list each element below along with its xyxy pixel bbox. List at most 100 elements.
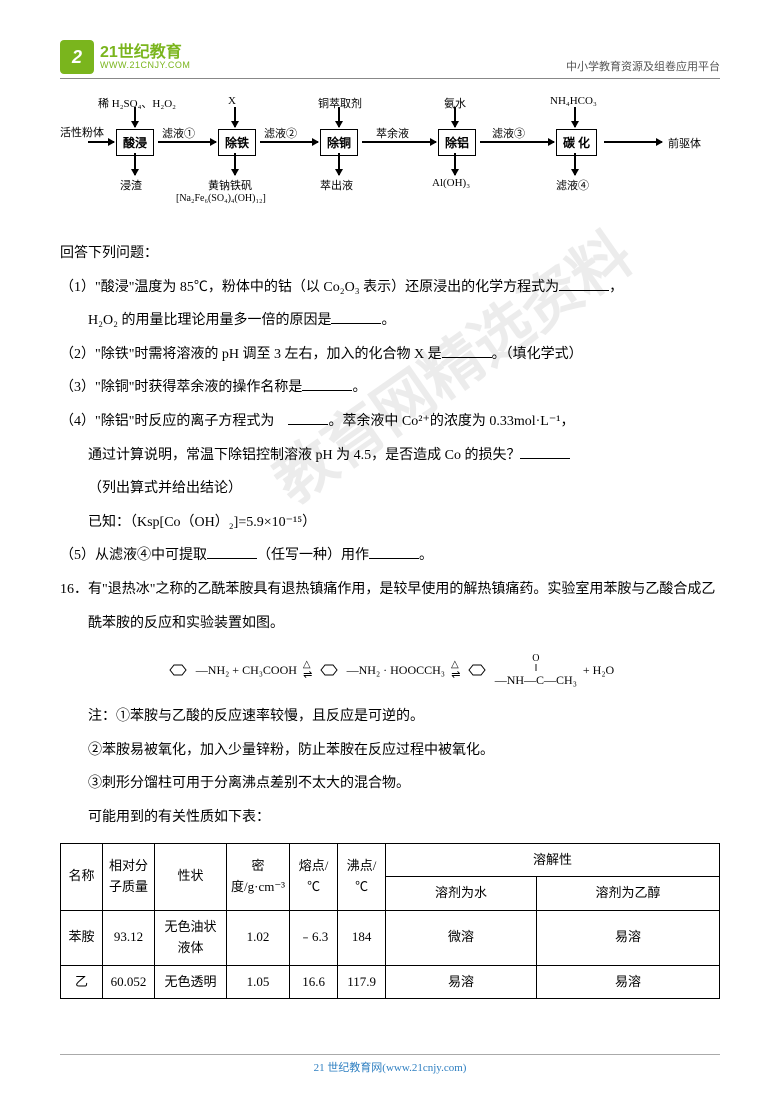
cell-r2-name: 乙 [61,965,103,999]
rx-tail: + H₂O [583,656,614,685]
q3-text-b: 。 [352,380,366,395]
flow-box-copper: 除铜 [320,129,358,156]
q-3: （3）"除铜"时获得萃余液的操作名称是 。 [60,371,720,405]
benzene-icon-2 [317,663,341,677]
blank-1a[interactable] [559,277,609,291]
cell-r2-state: 无色透明 [155,965,227,999]
blank-1b[interactable] [331,310,381,324]
blank-4b[interactable] [520,445,570,459]
rx-mid: —NH₂ · HOOCCH₃ [347,656,445,685]
flow-arrow-1 [158,141,216,143]
flow-lab-out: 前驱体 [668,135,701,151]
flow-lab-arr4: 滤液③ [492,125,525,141]
q1-text-d: 。 [381,313,395,328]
flow-lab-cuext: 铜萃取剂 [318,95,362,111]
flow-box-carb: 碳 化 [556,129,597,156]
flow-varrow-3 [338,107,340,127]
flow-varrow-d5 [574,153,576,175]
process-flowchart: 酸浸 除铁 除铜 除铝 碳 化 稀 H₂SO₄、H₂O₂ X 铜萃取剂 氨水 N… [60,91,720,221]
q-1c: H₂O₂ 的用量比理论用量多一倍的原因是。 [60,304,720,338]
flow-arrow-4 [480,141,554,143]
flow-varrow-4 [454,107,456,127]
q4-text-a: （4）"除铝"时反应的离子方程式为 [60,414,288,429]
cell-r1-mp: ﹣6.3 [290,911,338,966]
logo-icon: 2 [60,40,94,74]
q1-text-b: ， [609,280,623,295]
rx-right: —NH—C—CH₃ [495,674,577,686]
flow-lab-arr2: 滤液② [264,125,297,141]
th-state: 性状 [155,843,227,911]
q2-text-a: （2）"除铁"时需将溶液的 pH 调至 3 左右，加入的化合物 X 是 [60,347,442,362]
q-4e: 已知：（Ksp[Co（OH）₂]=5.9×10⁻¹⁵） [60,506,720,540]
cell-r1-mw: 93.12 [103,911,155,966]
logo-sub-text: WWW.21CNJY.COM [100,61,190,70]
q16-note4: 可能用到的有关性质如下表： [60,801,720,835]
blank-2[interactable] [442,344,492,358]
blank-3[interactable] [302,377,352,391]
cell-r2-mp: 16.6 [290,965,338,999]
properties-table: 名称 相对分子质量 性状 密度/g·cm⁻³ 熔点/℃ 沸点/℃ 溶解性 溶剂为… [60,843,720,1000]
header-subtitle: 中小学教育资源及组卷应用平台 [566,58,720,74]
cell-r1-w: 微溶 [386,911,537,966]
page-header: 2 21世纪教育 WWW.21CNJY.COM 中小学教育资源及组卷应用平台 [60,40,720,79]
th-mp: 熔点/℃ [290,843,338,911]
flow-lab-aloh3: Al(OH)₃ [432,177,470,189]
benzene-icon-3 [465,663,489,677]
flow-varrow-5 [574,107,576,127]
th-sol-eth: 溶剂为乙醇 [536,877,719,911]
q2-text-b: 。（填化学式） [492,347,583,362]
q16-note2: ②苯胺易被氧化，加入少量锌粉，防止苯胺在反应过程中被氧化。 [60,734,720,768]
flow-box-acid: 酸浸 [116,129,154,156]
q5-text-a: （5）从滤液④中可提取 [60,548,207,563]
th-sol: 溶解性 [386,843,720,877]
q-intro: 回答下列问题： [60,237,720,271]
th-mw: 相对分子质量 [103,843,155,911]
flow-varrow-1 [134,107,136,127]
flow-lab-arr3: 萃余液 [376,125,409,141]
flow-arrow-out [604,141,662,143]
blank-5a[interactable] [207,545,257,559]
flow-lab-zs: 浸渣 [120,177,142,193]
flow-arrow-in [88,141,114,143]
q16-note1: 注：①苯胺与乙酸的反应速率较慢，且反应是可逆的。 [60,700,720,734]
cell-r1-bp: 184 [338,911,386,966]
flow-varrow-d4 [454,153,456,175]
cell-r1-state: 无色油状液体 [155,911,227,966]
q4-text-d: （列出算式并给出结论） [88,481,242,496]
flow-varrow-d2 [234,153,236,175]
flow-lab-jarosite: 黄钠铁矾 [208,177,252,193]
cell-r2-w: 易溶 [386,965,537,999]
page-footer: 21 世纪教育网(www.21cnjy.com) [60,1054,720,1075]
flow-arrow-2 [260,141,318,143]
q5-text-b: （任写一种）用作 [257,548,369,563]
q5-text-c: 。 [419,548,433,563]
q3-text-a: （3）"除铜"时获得萃余液的操作名称是 [60,380,302,395]
flow-box-iron: 除铁 [218,129,256,156]
flow-lab-nh4: NH₄HCO₃ [550,95,597,107]
flow-lab-left: 活性粉体 [60,127,88,140]
page-content: 2 21世纪教育 WWW.21CNJY.COM 中小学教育资源及组卷应用平台 酸… [60,40,720,999]
th-density: 密度/g·cm⁻³ [227,843,290,911]
rx-right-group: O ‖ —NH—C—CH₃ [495,654,577,686]
eq-arrow-2: △⇌ [451,660,459,681]
th-name: 名称 [61,843,103,911]
flow-varrow-d3 [338,153,340,175]
q4-text-b: 。萃余液中 Co²⁺的浓度为 0.33mol·L⁻¹， [328,414,574,429]
flow-lab-h2so4: 稀 H₂SO₄、H₂O₂ [98,95,176,111]
q-5: （5）从滤液④中可提取 （任写一种）用作 。 [60,539,720,573]
flow-varrow-d1 [134,153,136,175]
eq-arrow-1: △⇌ [303,660,311,681]
flow-lab-x: X [228,95,236,107]
cell-r2-d: 1.05 [227,965,290,999]
cell-r1-d: 1.02 [227,911,290,966]
cell-r2-mw: 60.052 [103,965,155,999]
flow-lab-arr1: 滤液① [162,125,195,141]
flow-lab-jarosite-f: [Na₂Fe₆(SO₄)₄(OH)₁₂] [176,193,266,204]
blank-4a[interactable] [288,411,328,425]
th-sol-water: 溶剂为水 [386,877,537,911]
blank-5b[interactable] [369,545,419,559]
benzene-icon-1 [166,663,190,677]
cell-r1-e: 易溶 [536,911,719,966]
reaction-diagram: —NH₂ + CH₃COOH △⇌ —NH₂ · HOOCCH₃ △⇌ O ‖ … [60,654,720,686]
q16-note3: ③刺形分馏柱可用于分离沸点差别不太大的混合物。 [60,767,720,801]
